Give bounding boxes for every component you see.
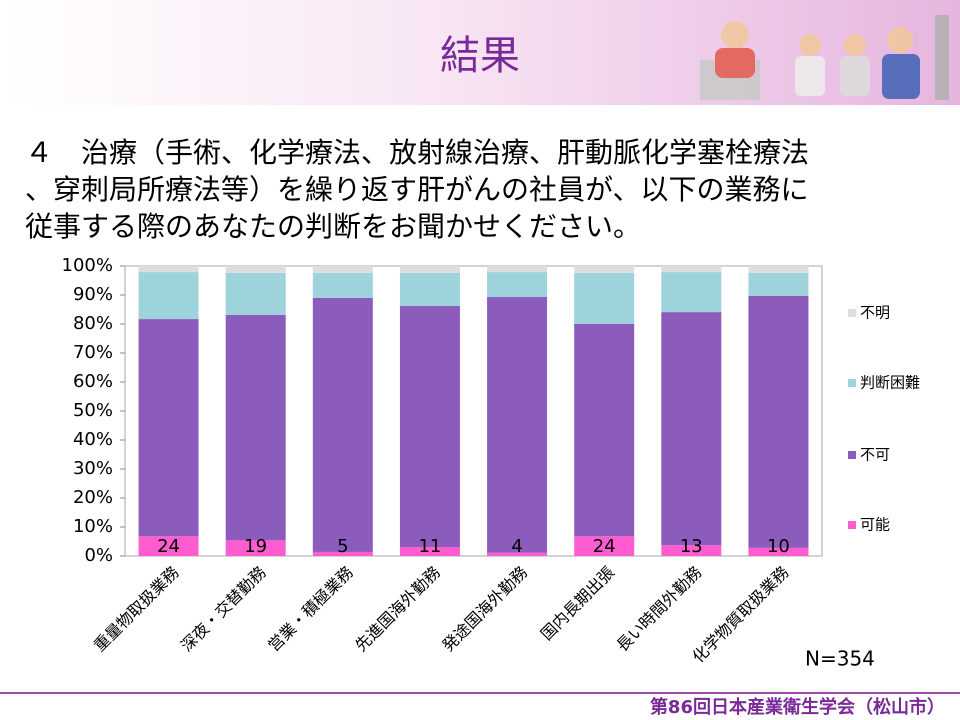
bar-segment [574, 266, 635, 273]
bar-segment [748, 266, 809, 273]
bar-segment [399, 266, 460, 273]
bar-segment [225, 272, 286, 316]
bar-segment [138, 266, 199, 273]
y-tick-label: 70% [73, 342, 113, 363]
bar-segment [748, 272, 809, 296]
legend-swatch [848, 309, 856, 317]
bar-segment [312, 272, 373, 298]
bar-count-label: 24 [157, 536, 180, 557]
bar-segment [748, 547, 809, 556]
bar-count-label: 11 [418, 536, 441, 557]
worker-illustration [700, 15, 949, 100]
bar-segment [748, 295, 809, 548]
bar-count-label: 24 [593, 536, 616, 557]
bar-count-label: 19 [244, 536, 267, 557]
bar-segment [574, 272, 635, 324]
footer: 第86回日本産業衛生学会（松山市） [650, 696, 945, 718]
bar-segment [661, 312, 722, 546]
bar-segment [487, 297, 548, 553]
y-tick-label: 40% [73, 429, 113, 450]
legend-swatch [848, 379, 856, 387]
x-tick-label: 化学物質取扱業務 [688, 563, 792, 667]
y-tick-label: 0% [84, 545, 113, 566]
y-tick-label: 30% [73, 458, 113, 479]
bar-segment [312, 551, 373, 556]
question-line: 、穿刺局所療法等）を繰り返す肝がんの社員が、以下の業務に [25, 173, 808, 206]
x-tick-label: 営業・積極業務 [264, 563, 357, 656]
y-tick-label: 10% [73, 516, 113, 537]
chart: 0% 10% 20% 30% 40% 50% 60% 70% 80% 90% 100% 24 重量物取扱… [62, 255, 920, 667]
bar-segment [487, 266, 548, 273]
x-tick-label: 発途国海外勤務 [438, 563, 531, 656]
bar-segment [312, 297, 373, 552]
bar-segment [138, 272, 199, 320]
bar-segment [574, 324, 635, 537]
x-tick-label: 長い時間外勤務 [613, 563, 706, 656]
legend-label: 不明 [860, 304, 890, 322]
bar-segment [399, 272, 460, 307]
legend-swatch [848, 521, 856, 529]
y-tick-label: 50% [73, 400, 113, 421]
legend-swatch [848, 451, 856, 459]
y-tick-label: 100% [62, 255, 113, 276]
legend-label: 判断困難 [860, 374, 920, 392]
x-tick-label: 深夜・交替勤務 [177, 563, 270, 656]
legend-label: 可能 [860, 516, 890, 534]
bar-segment [661, 272, 722, 313]
x-tick-label: 重量物取扱業務 [90, 563, 183, 656]
question-line: 従事する際のあなたの判断をお聞かせください。 [25, 210, 641, 243]
bar-segment [487, 552, 548, 556]
bar-segment [138, 536, 199, 556]
x-tick-label: 先進国海外勤務 [351, 563, 444, 656]
y-tick-label: 80% [73, 313, 113, 334]
bar-segment [225, 266, 286, 273]
bar-count-label: 4 [511, 536, 522, 557]
bar-segment [661, 266, 722, 273]
bar-segment [574, 536, 635, 556]
bar-count-label: 10 [767, 536, 790, 557]
y-tick-label: 60% [73, 371, 113, 392]
bar-segment [487, 272, 548, 298]
bar-segment [225, 315, 286, 541]
slide-title: 結果 [440, 33, 520, 79]
x-tick-label: 国内長期出張 [537, 563, 618, 644]
bar-count-label: 5 [337, 536, 348, 557]
bar-segment [225, 540, 286, 556]
bar-segment [399, 306, 460, 548]
question-line: ４ 治療（手術、化学療法、放射線治療、肝動脈化学塞栓療法 [25, 136, 809, 169]
bar-count-label: 13 [680, 536, 703, 557]
bar-segment [399, 547, 460, 556]
legend-label: 不可 [860, 446, 890, 464]
bar-segment [138, 319, 199, 537]
y-tick-label: 20% [73, 487, 113, 508]
bar-segment [312, 266, 373, 273]
bar-segment [661, 545, 722, 556]
annotation: N=354 [805, 647, 875, 671]
y-tick-label: 90% [73, 284, 113, 305]
